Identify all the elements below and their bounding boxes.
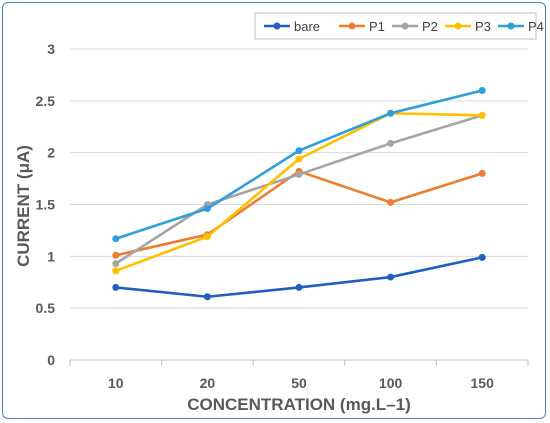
legend-label: P4 xyxy=(528,19,544,34)
y-tick-label: 1 xyxy=(47,248,55,264)
series-p3 xyxy=(112,109,486,275)
gridlines xyxy=(70,48,528,309)
legend-item-p3: P3 xyxy=(445,19,491,34)
data-point xyxy=(387,109,395,117)
x-tick-label: 50 xyxy=(291,375,307,391)
legend-swatch-marker xyxy=(273,22,281,30)
data-point xyxy=(478,253,486,261)
legend-item-bare: bare xyxy=(264,19,320,34)
data-point xyxy=(478,169,486,177)
x-axis-ticks: 10 20 50 100 150 xyxy=(69,360,529,391)
data-point xyxy=(387,273,395,281)
series-line xyxy=(114,89,484,241)
data-point xyxy=(478,111,486,119)
legend-label: P2 xyxy=(422,19,438,34)
data-point xyxy=(295,155,303,163)
data-point xyxy=(295,283,303,291)
x-tick-label: 150 xyxy=(471,375,495,391)
legend-swatch-marker xyxy=(401,22,409,30)
x-tick-label: 10 xyxy=(108,375,124,391)
data-point xyxy=(112,283,120,291)
data-point xyxy=(203,293,211,301)
y-tick-label: 2 xyxy=(47,145,55,161)
legend-swatch-marker xyxy=(348,22,356,30)
legend-label: P1 xyxy=(369,19,385,34)
y-tick-label: 3 xyxy=(47,41,55,57)
series-p1 xyxy=(112,167,486,259)
y-tick-label: 2.5 xyxy=(36,93,56,109)
y-axis-ticks: 0 0.5 1 1.5 2 2.5 3 xyxy=(36,41,56,368)
x-tick-label: 100 xyxy=(379,375,403,391)
data-point xyxy=(112,260,120,268)
legend-label: P3 xyxy=(475,19,491,34)
series-line xyxy=(114,170,484,257)
legend-label: bare xyxy=(294,19,320,34)
data-point xyxy=(112,251,120,259)
data-point xyxy=(203,233,211,241)
data-point xyxy=(112,235,120,243)
series-bare xyxy=(112,253,486,301)
y-tick-label: 0.5 xyxy=(36,300,56,316)
legend-swatch-marker xyxy=(454,22,462,30)
legend-swatch-marker xyxy=(507,22,515,30)
y-tick-label: 0 xyxy=(47,352,55,368)
y-axis-title: CURRENT (μA) xyxy=(14,145,33,267)
legend-item-p2: P2 xyxy=(392,19,438,34)
data-point xyxy=(478,86,486,94)
series-group xyxy=(112,86,486,301)
data-point xyxy=(387,139,395,147)
data-point xyxy=(112,267,120,275)
series-p4 xyxy=(112,86,486,243)
data-point xyxy=(387,198,395,206)
data-point xyxy=(295,147,303,155)
chart-frame xyxy=(2,2,546,419)
legend-item-p1: P1 xyxy=(339,19,385,34)
data-point xyxy=(295,170,303,178)
x-axis-title: CONCENTRATION (mg.L–1) xyxy=(187,395,411,414)
data-point xyxy=(203,205,211,213)
x-tick-label: 20 xyxy=(200,375,216,391)
legend-item-p4: P4 xyxy=(498,19,544,34)
y-tick-label: 1.5 xyxy=(36,197,56,213)
legend: bare P1 P2 P3 P4 xyxy=(254,12,544,40)
